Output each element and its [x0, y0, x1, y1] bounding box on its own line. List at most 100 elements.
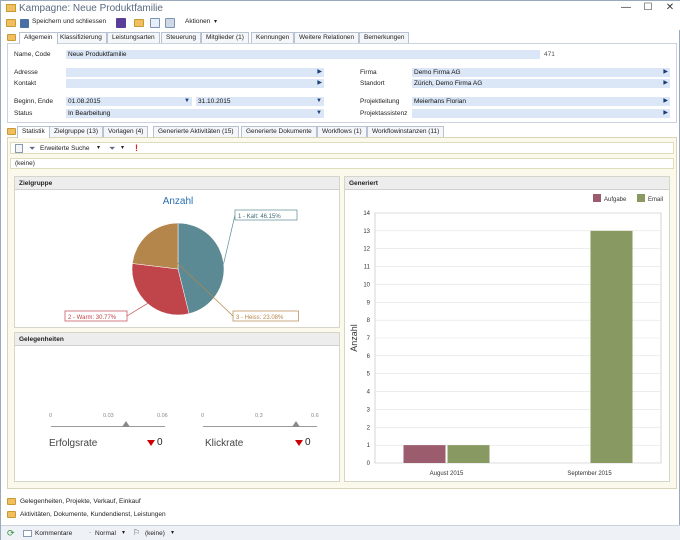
projektleitung-field[interactable]: Meierhans Florian ▶ — [412, 97, 670, 106]
generiert-section: Generiert 0 1 2 3 4 5 6 7 8 9 10 11 12 13 14 Anzahl Augu… — [344, 176, 670, 482]
gauge-tick: 0 — [49, 413, 53, 419]
close-button[interactable]: ✕ — [665, 2, 675, 13]
save-icon[interactable] — [116, 18, 126, 28]
y-tick-label: 7 — [367, 336, 371, 342]
comment-icon — [23, 530, 32, 537]
contact-field[interactable]: ▶ — [66, 79, 324, 88]
search-page-icon[interactable] — [15, 144, 23, 153]
tab-leistungsarten[interactable]: Leistungsarten — [107, 32, 160, 43]
begin-date-field[interactable]: 01.08.2015 ▼ — [66, 97, 192, 106]
code-value: 471 — [544, 51, 555, 58]
gauge-scale — [51, 426, 165, 427]
warning-icon[interactable]: ! — [135, 143, 138, 153]
lookup-arrow-icon[interactable]: ▶ — [663, 110, 668, 116]
print-icon[interactable] — [165, 18, 175, 28]
gauge-tick: 0.6 — [311, 413, 319, 419]
tab-kennungen[interactable]: Kennungen — [251, 32, 295, 43]
address-label: Adresse — [14, 69, 38, 76]
pie-leader-line — [147, 234, 234, 317]
priority-select[interactable]: Normal — [95, 530, 116, 537]
chevron-down-icon[interactable]: ▼ — [184, 98, 190, 104]
y-tick-label: 3 — [367, 407, 371, 413]
firma-field[interactable]: Demo Firma AG ▶ — [412, 68, 670, 77]
lookup-arrow-icon[interactable]: ▶ — [663, 98, 668, 104]
lookup-arrow-icon[interactable]: ▶ — [317, 69, 322, 75]
minimize-button[interactable]: — — [621, 2, 631, 13]
tab-statistik[interactable]: Statistik — [17, 126, 50, 138]
lookup-arrow-icon[interactable]: ▶ — [663, 80, 668, 86]
status-field[interactable]: In Bearbeitung ▼ — [66, 109, 324, 118]
standort-field[interactable]: Zürich, Demo Firma AG ▶ — [412, 79, 670, 88]
pie-leader-line — [223, 214, 236, 264]
gauge-scale — [203, 426, 317, 427]
filter-value-text: (keine) — [15, 160, 35, 167]
end-date-field[interactable]: 31.10.2015 ▼ — [196, 97, 324, 106]
tab-vorlagen[interactable]: Vorlagen (4) — [103, 126, 149, 137]
bottom-tabs: Statistik Zielgruppe (13) Vorlagen (4) G… — [7, 126, 677, 138]
y-tick-label: 14 — [363, 211, 370, 217]
pie-label: 3 - Heiss: 23.08% — [236, 315, 284, 321]
down-triangle-icon — [147, 440, 155, 446]
section-header: Generiert — [345, 177, 669, 190]
tab-zielgruppe[interactable]: Zielgruppe (13) — [49, 126, 104, 137]
tab-workflows[interactable]: Workflows (1) — [317, 126, 367, 137]
chevron-down-icon[interactable]: ▾ — [171, 530, 175, 536]
priority-dot-icon: · — [89, 530, 91, 536]
tab-generierte-dokumente[interactable]: Generierte Dokumente — [241, 126, 317, 137]
refresh-icon[interactable]: ⟳ — [7, 528, 15, 538]
tab-klassifizierung[interactable]: Klassifizierung — [55, 32, 107, 43]
zielgruppe-section: Zielgruppe Anzahl 1 - Kalt: 46.15% 2 - Wa… — [14, 176, 340, 328]
pie-label-box — [64, 310, 128, 322]
lookup-arrow-icon[interactable]: ▶ — [317, 80, 322, 86]
folder-open-icon[interactable] — [134, 19, 144, 27]
address-field[interactable]: ▶ — [66, 68, 324, 77]
tab-mitglieder[interactable]: Mitglieder (1) — [201, 32, 249, 43]
chevron-down-icon[interactable]: ▾ — [97, 145, 101, 151]
y-tick-label: 5 — [367, 372, 371, 378]
y-tick-label: 8 — [367, 318, 371, 324]
filter-options-icon[interactable]: ⏷ — [109, 144, 116, 153]
projektassistenz-label: Projektassistenz — [360, 110, 408, 117]
projektassistenz-field[interactable]: ▶ — [412, 109, 670, 118]
down-triangle-icon — [295, 440, 303, 446]
y-tick-label: 10 — [363, 282, 370, 288]
chevron-down-icon[interactable]: ▾ — [121, 145, 125, 151]
save-close-button[interactable]: Speichern und schliessen — [32, 18, 107, 25]
folder-icon — [7, 498, 16, 505]
legend-label: Email — [648, 197, 663, 203]
pie-label: 2 - Warm: 30.77% — [68, 315, 117, 321]
name-field[interactable]: Neue Produktfamilie — [66, 50, 540, 59]
y-tick-label: 12 — [363, 247, 370, 253]
tab-bemerkungen[interactable]: Bemerkungen — [359, 32, 410, 43]
tab-allgemein[interactable]: Allgemein — [19, 32, 58, 44]
chevron-down-icon[interactable]: ▼ — [316, 98, 322, 104]
folder-link[interactable]: Gelegenheiten, Projekte, Verkauf, Einkau… — [7, 497, 407, 507]
chevron-down-icon[interactable]: ▼ — [316, 110, 322, 116]
y-tick-label: 6 — [367, 354, 371, 360]
chevron-down-icon[interactable]: ▾ — [214, 19, 218, 25]
tab-weitere-relationen[interactable]: Weitere Relationen — [294, 32, 360, 43]
maximize-button[interactable]: ☐ — [643, 2, 653, 13]
tab-workflowinstanzen[interactable]: Workflowinstanzen (11) — [367, 126, 445, 137]
document-icon[interactable] — [150, 18, 160, 28]
advanced-search-button[interactable]: Erweiterte Suche — [40, 145, 90, 152]
gauge-name: Erfolgsrate — [49, 438, 98, 449]
gauge-marker-icon — [292, 421, 300, 427]
save-close-icon — [20, 19, 29, 28]
folder-label: Aktivitäten, Dokumente, Kundendienst, Le… — [20, 511, 166, 518]
flag-select[interactable]: (keine) — [145, 530, 165, 537]
tab-generierte-aktivitaeten[interactable]: Generierte Aktivitäten (15) — [153, 126, 239, 137]
y-tick-label: 1 — [367, 443, 371, 449]
chart-title: Anzahl — [163, 196, 194, 207]
folder-link[interactable]: Aktivitäten, Dokumente, Kundendienst, Le… — [7, 510, 407, 520]
comments-button[interactable]: Kommentare — [35, 530, 73, 537]
actions-menu[interactable]: Aktionen — [185, 18, 211, 25]
folder-icon[interactable] — [6, 19, 16, 27]
section-header: Zielgruppe — [15, 177, 339, 190]
lookup-arrow-icon[interactable]: ▶ — [663, 69, 668, 75]
top-tabs: Allgemein Klassifizierung Leistungsarten… — [7, 32, 677, 44]
tab-steuerung[interactable]: Steuerung — [161, 32, 201, 43]
chevron-down-icon[interactable]: ▾ — [122, 530, 126, 536]
y-tick-label: 2 — [367, 425, 371, 431]
